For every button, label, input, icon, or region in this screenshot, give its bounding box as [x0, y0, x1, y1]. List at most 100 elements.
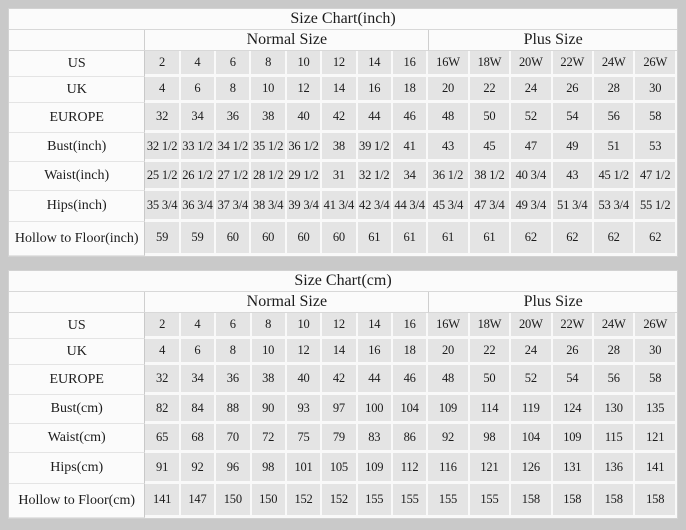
size-value-cell: 26 1/2	[180, 162, 217, 191]
size-value-cell: 47 1/2	[635, 162, 677, 191]
size-value-cell: 61	[428, 222, 470, 256]
size-value-cell: 22W	[552, 313, 594, 339]
size-value-cell: 12	[286, 339, 323, 365]
size-value-cell: 28	[593, 77, 636, 103]
size-value-cell: 62	[635, 222, 677, 256]
size-value-cell: 84	[180, 395, 217, 424]
size-value-cell: 16	[392, 313, 429, 339]
size-value-cell: 93	[286, 395, 323, 424]
size-value-cell: 22	[469, 77, 512, 103]
size-value-cell: 24W	[593, 313, 636, 339]
size-value-cell: 49	[552, 133, 594, 162]
size-value-cell: 45	[469, 133, 512, 162]
size-value-cell: 2	[145, 51, 181, 77]
size-value-cell: 35 1/2	[251, 133, 287, 162]
size-value-cell: 4	[180, 313, 217, 339]
size-value-cell: 16	[357, 77, 393, 103]
size-value-cell: 24	[511, 77, 553, 103]
size-value-cell: 109	[552, 424, 594, 453]
row-label: Hips(cm)	[9, 453, 146, 484]
row-label: Hollow to Floor(cm)	[9, 484, 146, 518]
size-value-cell: 38 1/2	[469, 162, 512, 191]
size-value-cell: 62	[552, 222, 594, 256]
size-value-cell: 56	[593, 103, 636, 133]
table-row: Hollow to Floor(cm) 141 147 150 150 152 152 155…	[9, 484, 677, 518]
size-value-cell: 104	[392, 395, 429, 424]
size-value-cell: 141	[145, 484, 181, 518]
size-value-cell: 38	[251, 365, 287, 395]
size-value-cell: 40 3/4	[511, 162, 553, 191]
size-value-cell: 109	[357, 453, 393, 484]
size-value-cell: 79	[322, 424, 358, 453]
size-value-cell: 14	[322, 339, 358, 365]
size-value-cell: 105	[322, 453, 358, 484]
table-row: Bust(cm) 82 84 88 90 93 97 100 104 109 114 119 124 13…	[9, 395, 677, 424]
size-value-cell: 155	[428, 484, 470, 518]
size-value-cell: 16	[392, 51, 429, 77]
size-value-cell: 36	[216, 103, 252, 133]
size-value-cell: 32 1/2	[145, 133, 181, 162]
size-value-cell: 28	[593, 339, 636, 365]
size-value-cell: 32	[145, 365, 181, 395]
size-value-cell: 28 1/2	[251, 162, 287, 191]
size-value-cell: 158	[593, 484, 636, 518]
table-row: UK 4 6 8 10 12 14 16 18 20 22 24 26 28 30	[9, 77, 677, 103]
size-charts-container: Size Chart(inch) Normal Size Plus Size US 2 4…	[8, 8, 678, 519]
size-value-cell: 48	[428, 103, 470, 133]
size-value-cell: 97	[322, 395, 358, 424]
size-value-cell: 60	[322, 222, 358, 256]
size-value-cell: 14	[322, 77, 358, 103]
size-value-cell: 8	[251, 51, 287, 77]
size-value-cell: 33 1/2	[180, 133, 217, 162]
size-value-cell: 30	[635, 77, 677, 103]
chart-title: Size Chart(cm)	[9, 271, 677, 292]
size-value-cell: 8	[216, 77, 252, 103]
size-value-cell: 155	[357, 484, 393, 518]
size-value-cell: 24W	[593, 51, 636, 77]
size-value-cell: 20W	[511, 313, 553, 339]
size-value-cell: 6	[216, 313, 252, 339]
size-value-cell: 39 1/2	[357, 133, 393, 162]
size-value-cell: 46	[392, 103, 429, 133]
row-label: Waist(cm)	[9, 424, 146, 453]
size-value-cell: 88	[216, 395, 252, 424]
size-value-cell: 150	[251, 484, 287, 518]
size-value-cell: 158	[635, 484, 677, 518]
size-chart-cm-table: Size Chart(cm) Normal Size Plus Size US 2 4 6 8…	[8, 270, 678, 519]
table-row: US 2 4 6 8 10 12 14 16 16W 18W 20W 22W 24W 26W	[9, 313, 677, 339]
size-value-cell: 115	[593, 424, 636, 453]
size-value-cell: 36	[216, 365, 252, 395]
size-value-cell: 155	[392, 484, 429, 518]
size-value-cell: 29 1/2	[286, 162, 323, 191]
size-value-cell: 40	[286, 103, 323, 133]
size-value-cell: 136	[593, 453, 636, 484]
size-value-cell: 53	[635, 133, 677, 162]
row-label: Bust(inch)	[9, 133, 146, 162]
size-value-cell: 51 3/4	[552, 191, 594, 222]
size-value-cell: 26W	[635, 313, 677, 339]
size-value-cell: 12	[322, 51, 358, 77]
size-value-cell: 18	[392, 339, 429, 365]
size-value-cell: 91	[145, 453, 181, 484]
row-label: Bust(cm)	[9, 395, 146, 424]
size-value-cell: 43	[552, 162, 594, 191]
size-value-cell: 116	[428, 453, 470, 484]
size-value-cell: 158	[552, 484, 594, 518]
size-value-cell: 75	[286, 424, 323, 453]
size-value-cell: 26	[552, 339, 594, 365]
size-value-cell: 4	[180, 51, 217, 77]
size-value-cell: 147	[180, 484, 217, 518]
size-value-cell: 59	[180, 222, 217, 256]
size-value-cell: 101	[286, 453, 323, 484]
size-value-cell: 61	[357, 222, 393, 256]
size-value-cell: 22	[469, 339, 512, 365]
size-value-cell: 26	[552, 77, 594, 103]
table-row: UK 4 6 8 10 12 14 16 18 20 22 24 26 28 30	[9, 339, 677, 365]
size-value-cell: 34 1/2	[216, 133, 252, 162]
group-header-plus: Plus Size	[428, 30, 677, 51]
row-label: US	[9, 313, 146, 339]
size-value-cell: 44	[357, 103, 393, 133]
size-value-cell: 38	[322, 133, 358, 162]
size-value-cell: 131	[552, 453, 594, 484]
size-value-cell: 68	[180, 424, 217, 453]
